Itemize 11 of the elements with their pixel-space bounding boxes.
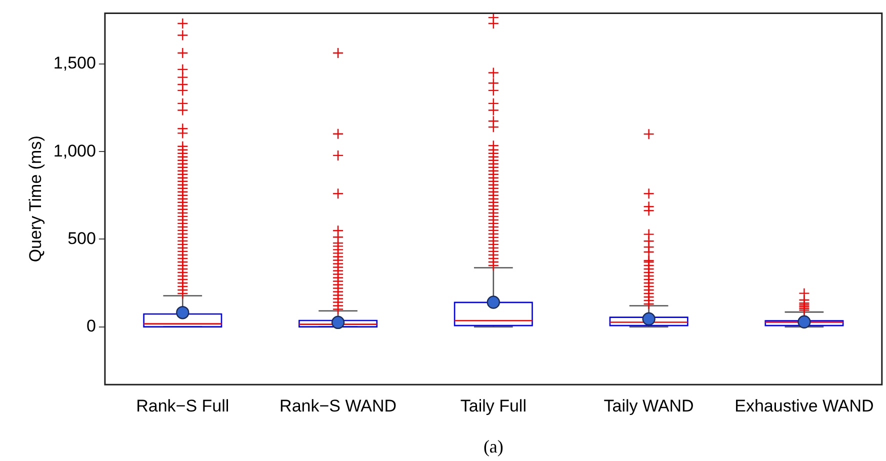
y-tick-label: 1,500 — [53, 54, 96, 73]
y-axis-title: Query Time (ms) — [26, 136, 45, 262]
x-tick-label: Rank−S WAND — [280, 396, 397, 416]
text: (a) — [483, 436, 504, 457]
x-tick-label: Taily WAND — [604, 396, 694, 416]
y-tick-label: 500 — [68, 228, 96, 248]
x-tick-label: Exhaustive WAND — [734, 396, 874, 416]
x-tick-label: Taily Full — [460, 396, 526, 416]
y-tick-label: 1,000 — [53, 141, 96, 160]
y-tick-label: 0 — [86, 316, 96, 336]
x-tick-label: Rank−S Full — [136, 396, 230, 416]
